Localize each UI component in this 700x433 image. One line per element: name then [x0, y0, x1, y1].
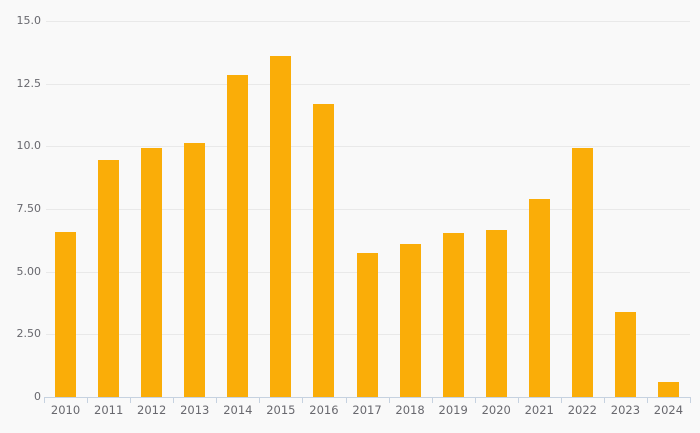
gridline: [46, 83, 690, 85]
x-axis-tick: [130, 397, 132, 403]
x-axis-label: 2019: [438, 403, 468, 417]
x-axis-label: 2013: [180, 403, 210, 417]
x-axis-label: 2020: [481, 403, 511, 417]
y-axis-tick-label: 12.5: [16, 76, 42, 90]
bar-2017[interactable]: [356, 252, 378, 397]
y-axis-tick-label: 5.00: [16, 264, 42, 278]
bar-2010[interactable]: [55, 231, 76, 397]
bar-2016[interactable]: [313, 103, 335, 397]
x-axis-label: 2018: [395, 403, 425, 417]
x-axis-tick: [345, 397, 347, 403]
x-axis-label: 2024: [653, 403, 684, 417]
bar-2013[interactable]: [184, 142, 206, 397]
y-axis-tick-label: 15.0: [16, 14, 42, 27]
bar-2012[interactable]: [141, 147, 163, 397]
bar-2020[interactable]: [485, 230, 507, 397]
x-axis-label: 2014: [223, 403, 253, 417]
x-axis-line: [44, 397, 691, 398]
gridline: [46, 21, 690, 22]
x-axis-tick: [431, 397, 433, 403]
bar-2019[interactable]: [442, 232, 464, 397]
x-axis-tick: [603, 397, 605, 403]
x-axis-label: 2016: [309, 403, 339, 417]
x-axis-label: 2011: [94, 403, 124, 417]
x-axis-label: 2022: [567, 403, 597, 417]
x-axis-tick: [216, 397, 218, 403]
x-axis-tick: [259, 397, 261, 403]
y-axis-tick-label: 2.50: [16, 327, 42, 341]
y-axis-tick-label: 10.0: [16, 139, 42, 153]
bar-2011[interactable]: [98, 160, 120, 397]
x-axis-tick: [560, 397, 562, 403]
x-axis-tick: [517, 397, 519, 403]
y-axis-tick-label: 0: [34, 390, 41, 403]
x-axis-tick: [44, 397, 45, 403]
bar-2024[interactable]: [658, 382, 679, 397]
x-axis-tick: [87, 397, 89, 403]
x-axis-tick: [690, 397, 691, 403]
x-axis-label: 2023: [610, 403, 641, 417]
bar-2021[interactable]: [528, 199, 550, 397]
bar-2015[interactable]: [270, 56, 292, 397]
bar-2023[interactable]: [614, 311, 636, 397]
x-axis-label: 2012: [137, 403, 167, 417]
bar-2022[interactable]: [571, 147, 593, 397]
x-axis-tick: [302, 397, 304, 403]
y-axis-tick-label: 7.50: [16, 202, 42, 215]
x-axis-tick: [646, 397, 648, 403]
bar-2014[interactable]: [227, 74, 249, 397]
x-axis-tick: [388, 397, 390, 403]
x-axis-label: 2017: [352, 403, 382, 417]
x-axis-label: 2010: [50, 403, 81, 417]
x-axis-tick: [173, 397, 175, 403]
x-axis-label: 2015: [266, 403, 296, 417]
bar-2018[interactable]: [399, 244, 421, 397]
x-axis-tick: [474, 397, 476, 403]
x-axis-label: 2021: [524, 403, 554, 417]
